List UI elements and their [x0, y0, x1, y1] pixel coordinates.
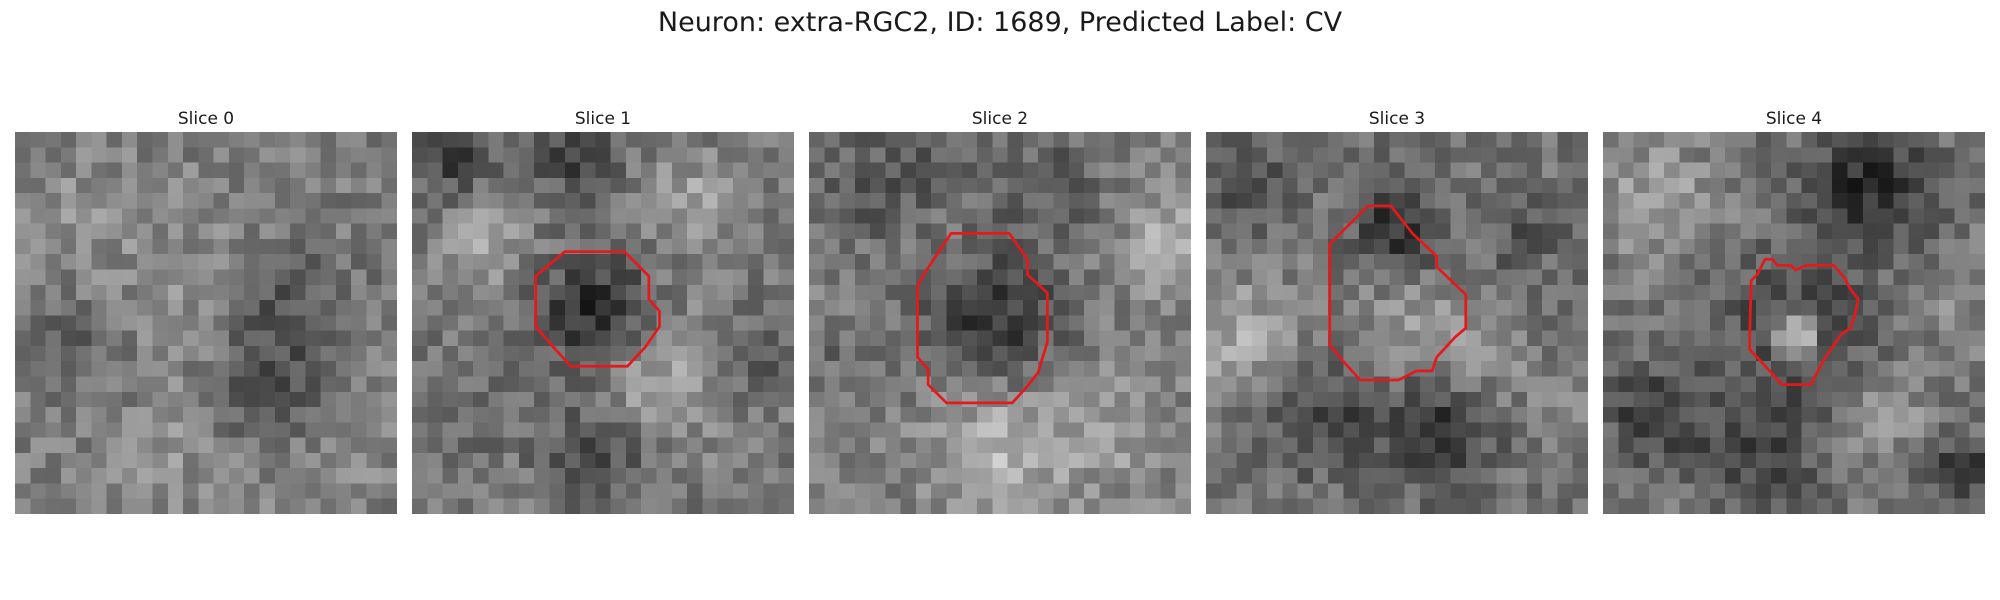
slice-title: Slice 4 [1765, 109, 1823, 129]
slice-panel-4: Slice 4 [1603, 108, 1985, 514]
figure-title: Neuron: extra-RGC2, ID: 1689, Predicted … [657, 7, 1343, 38]
cell-contour-overlay [1748, 257, 1860, 386]
cell-contour [1748, 257, 1860, 386]
cell-contour [916, 231, 1049, 405]
slice-title: Slice 3 [1368, 109, 1426, 129]
microscopy-slice-image [809, 132, 1191, 514]
slice-title: Slice 2 [971, 109, 1029, 129]
cell-contour-overlay [1328, 204, 1468, 382]
cell-contour [1328, 204, 1468, 382]
slice-panel-1: Slice 1 [412, 108, 794, 514]
microscopy-slice-image [412, 132, 794, 514]
microscopy-slice-image [1206, 132, 1588, 514]
slice-panel-0: Slice 0 [15, 108, 397, 514]
microscopy-slice-image [15, 132, 397, 514]
cell-contour-overlay [534, 250, 661, 368]
slice-title: Slice 0 [177, 109, 235, 129]
cell-contour [534, 250, 661, 368]
cell-contour-overlay [916, 231, 1049, 405]
slice-title: Slice 1 [574, 109, 632, 129]
slice-panel-2: Slice 2 [809, 108, 1191, 514]
slice-panel-3: Slice 3 [1206, 108, 1588, 514]
microscopy-slice-image [1603, 132, 1985, 514]
